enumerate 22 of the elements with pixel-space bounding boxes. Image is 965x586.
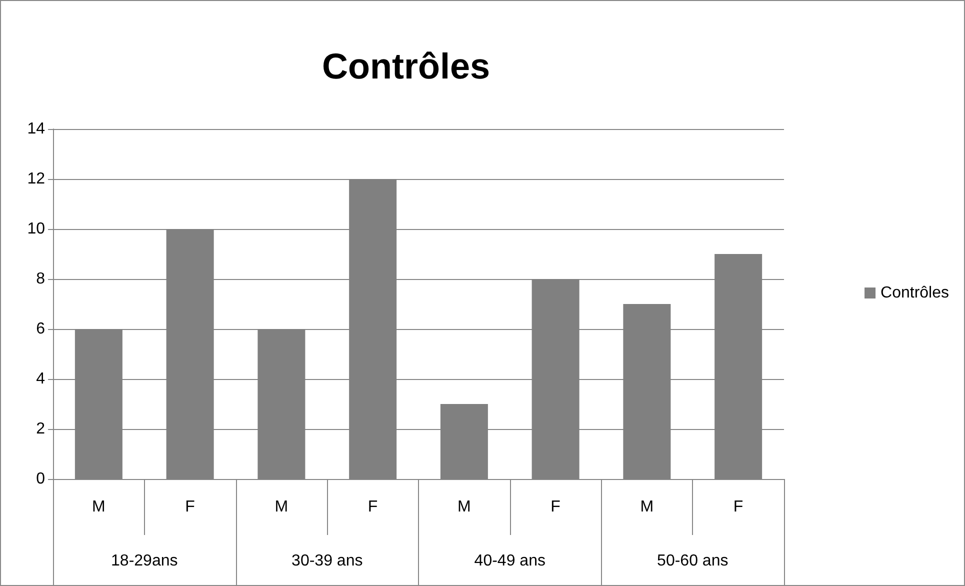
text: 50-60 ans xyxy=(657,552,728,570)
y-tick-label: 4 xyxy=(36,370,46,388)
x-tick-label: F xyxy=(185,498,196,516)
x-tick-label: F xyxy=(733,498,744,516)
y-tick-label: 8 xyxy=(36,270,46,288)
x-tick-label: M xyxy=(274,498,288,516)
x-tick-label: F xyxy=(550,498,561,516)
y-tick-label: 2 xyxy=(36,420,46,438)
text: 18-29ans xyxy=(111,552,178,570)
y-tick-label: 0 xyxy=(36,470,46,488)
y-tick-label: 10 xyxy=(27,220,46,238)
y-tick-label: 14 xyxy=(27,120,46,138)
x-tick-label: M xyxy=(458,498,471,516)
text: 30-39 ans xyxy=(292,552,363,570)
x-tick-label: M xyxy=(92,498,106,516)
chart-title: Contrôles xyxy=(322,46,490,86)
text: 40-49 ans xyxy=(474,552,546,570)
x-tick-label: F xyxy=(368,498,378,516)
x-tick-label: M xyxy=(640,498,654,516)
legend-label: Contrôles xyxy=(880,284,950,302)
y-tick-label: 12 xyxy=(27,170,46,188)
y-tick-label: 6 xyxy=(36,320,46,338)
